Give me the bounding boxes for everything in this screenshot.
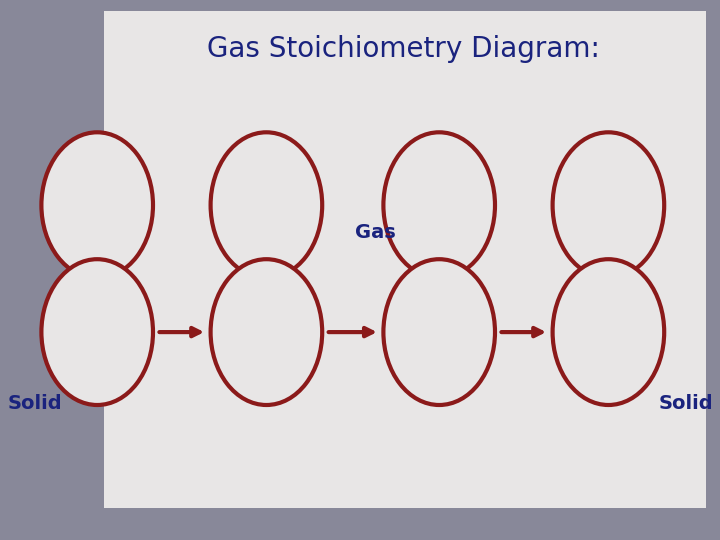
Ellipse shape bbox=[210, 259, 323, 405]
Ellipse shape bbox=[553, 132, 664, 278]
Text: Solid: Solid bbox=[658, 394, 713, 413]
Ellipse shape bbox=[42, 132, 153, 278]
Ellipse shape bbox=[42, 259, 153, 405]
Bar bbox=[104, 11, 706, 508]
Text: Gas Stoichiometry Diagram:: Gas Stoichiometry Diagram: bbox=[207, 35, 600, 63]
Text: Gas: Gas bbox=[355, 222, 396, 242]
Text: Solid: Solid bbox=[7, 394, 62, 413]
Ellipse shape bbox=[553, 259, 664, 405]
Ellipse shape bbox=[210, 132, 323, 278]
Ellipse shape bbox=[383, 259, 495, 405]
Ellipse shape bbox=[383, 132, 495, 278]
